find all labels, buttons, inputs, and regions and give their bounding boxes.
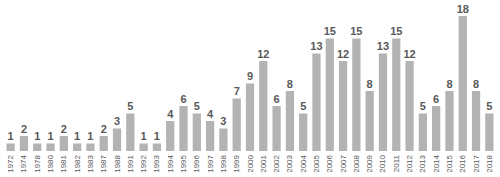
svg-text:2003: 2003 [285,154,294,172]
svg-text:1987: 1987 [99,154,108,172]
svg-text:6: 6 [274,93,280,105]
svg-text:1983: 1983 [86,154,95,172]
svg-text:1993: 1993 [152,154,161,172]
svg-text:5: 5 [300,100,306,112]
svg-text:2007: 2007 [339,154,348,172]
svg-text:15: 15 [350,25,362,37]
svg-text:2004: 2004 [299,154,308,172]
svg-text:1980: 1980 [46,154,55,172]
svg-text:1978: 1978 [33,154,42,172]
svg-text:4: 4 [167,108,174,120]
svg-text:2011: 2011 [392,154,401,172]
svg-text:8: 8 [367,78,373,90]
svg-text:1: 1 [34,130,40,142]
svg-text:1: 1 [8,130,14,142]
svg-text:5: 5 [486,100,492,112]
svg-text:1: 1 [47,130,53,142]
svg-text:3: 3 [114,115,120,127]
svg-text:2018: 2018 [485,154,494,172]
svg-text:2000: 2000 [246,154,255,172]
svg-text:3: 3 [220,115,226,127]
svg-text:13: 13 [310,40,322,52]
svg-text:8: 8 [446,78,452,90]
svg-text:2005: 2005 [312,154,321,172]
svg-text:7: 7 [234,85,240,97]
svg-text:1: 1 [87,130,93,142]
svg-text:18: 18 [457,3,469,15]
svg-text:6: 6 [180,93,186,105]
svg-text:2: 2 [101,123,107,135]
svg-text:1991: 1991 [126,154,135,172]
svg-text:2016: 2016 [458,154,467,172]
svg-text:1981: 1981 [59,154,68,172]
svg-text:15: 15 [390,25,402,37]
svg-text:13: 13 [377,40,389,52]
svg-text:1999: 1999 [232,154,241,172]
svg-text:1972: 1972 [6,154,15,172]
svg-text:8: 8 [287,78,293,90]
svg-text:1995: 1995 [179,154,188,172]
svg-text:2013: 2013 [418,154,427,172]
svg-text:1982: 1982 [73,154,82,172]
svg-text:2010: 2010 [378,154,387,172]
svg-text:2: 2 [61,123,67,135]
svg-text:5: 5 [420,100,426,112]
svg-text:12: 12 [403,48,415,60]
svg-text:2014: 2014 [432,154,441,172]
svg-text:8: 8 [473,78,479,90]
svg-text:5: 5 [194,100,200,112]
svg-text:1994: 1994 [166,154,175,172]
svg-text:1992: 1992 [139,154,148,172]
svg-text:9: 9 [247,70,253,82]
svg-text:2008: 2008 [352,154,361,172]
svg-text:2012: 2012 [405,154,414,172]
svg-text:1996: 1996 [192,154,201,172]
svg-text:6: 6 [433,93,439,105]
svg-text:2001: 2001 [259,154,268,172]
svg-text:1997: 1997 [206,154,215,172]
svg-text:12: 12 [257,48,269,60]
svg-text:4: 4 [207,108,214,120]
svg-text:2009: 2009 [365,154,374,172]
svg-text:1: 1 [74,130,80,142]
svg-text:12: 12 [337,48,349,60]
svg-text:2015: 2015 [445,154,454,172]
svg-text:2: 2 [21,123,27,135]
svg-text:1998: 1998 [219,154,228,172]
svg-text:1: 1 [154,130,160,142]
svg-text:5: 5 [127,100,133,112]
svg-text:1: 1 [141,130,147,142]
svg-text:2006: 2006 [325,154,334,172]
svg-text:2002: 2002 [272,154,281,172]
svg-text:2017: 2017 [472,154,481,172]
svg-text:1974: 1974 [19,154,28,172]
svg-text:1988: 1988 [113,154,122,172]
svg-text:15: 15 [324,25,336,37]
